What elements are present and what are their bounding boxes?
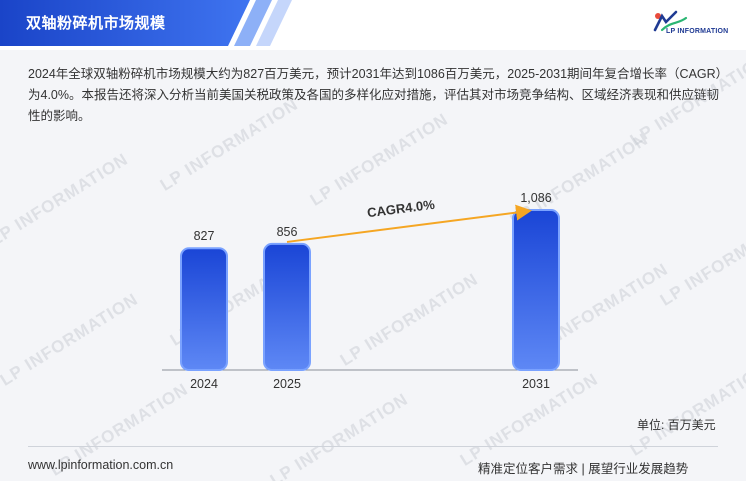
bar-2031 bbox=[512, 209, 560, 372]
watermark-text: LP INFORMATION bbox=[266, 389, 412, 481]
description-text: 2024年全球双轴粉碎机市场规模大约为827百万美元，预计2031年达到1086… bbox=[28, 67, 722, 123]
logo-text: LP INFORMATION bbox=[666, 28, 729, 35]
footer-divider bbox=[28, 446, 718, 447]
value-label-2024: 827 bbox=[194, 229, 215, 243]
title-banner: 双轴粉碎机市场规模 bbox=[0, 0, 300, 46]
unit-label: 单位: 百万美元 bbox=[637, 418, 716, 432]
footer-url[interactable]: www.lpinformation.com.cn bbox=[28, 458, 174, 472]
cagr-annotation: CAGR4.0% bbox=[366, 197, 436, 221]
value-label-2031: 1,086 bbox=[520, 191, 551, 205]
bar-2024 bbox=[180, 247, 228, 371]
company-logo bbox=[652, 10, 732, 40]
bar-2025 bbox=[263, 242, 311, 371]
page-title: 双轴粉碎机市场规模 bbox=[26, 15, 166, 32]
value-label-2025: 856 bbox=[277, 225, 298, 239]
x-tick-label-2025: 2025 bbox=[273, 377, 301, 391]
x-tick-label-2031: 2031 bbox=[522, 377, 550, 391]
cagr-arrow bbox=[286, 204, 532, 243]
bar-chart: 827 2024 856 2025 1,086 2031 CAGR4.0% bbox=[162, 191, 578, 391]
x-tick-label-2024: 2024 bbox=[190, 377, 218, 391]
footer-slogan: 精准定位客户需求 | 展望行业发展趋势 bbox=[478, 462, 689, 476]
header-bar: 双轴粉碎机市场规模 LP INFORMATION bbox=[0, 0, 746, 50]
